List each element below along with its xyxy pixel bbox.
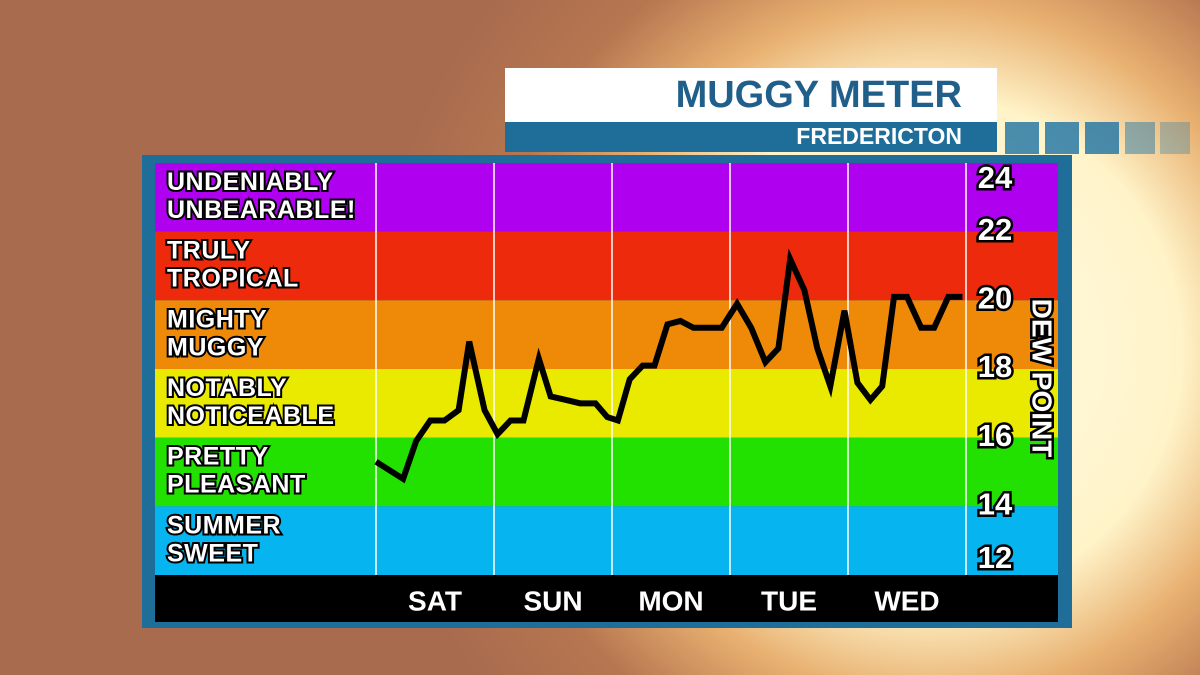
decor-squares: [1005, 122, 1190, 154]
y-axis-label: DEW POINT: [1027, 299, 1058, 458]
band: [155, 300, 1058, 369]
band-label: UNBEARABLE!: [167, 196, 356, 224]
y-tick-label: 18: [978, 349, 1012, 384]
y-tick-label: 24: [978, 160, 1013, 195]
band-label: PRETTY: [167, 443, 269, 471]
y-tick-label: 20: [978, 281, 1012, 316]
band-label: MUGGY: [167, 333, 264, 361]
band-label: TRULY: [167, 237, 251, 265]
band: [155, 369, 1058, 438]
x-tick-label: SAT: [408, 585, 462, 616]
y-tick-label: 16: [978, 418, 1012, 453]
title-box: [505, 68, 997, 124]
band-label: MIGHTY: [167, 305, 267, 333]
y-tick-label: 14: [978, 487, 1013, 522]
day-strip: [155, 575, 1058, 622]
band: [155, 506, 1058, 575]
band-label: PLEASANT: [167, 471, 306, 499]
band-label: UNDENIABLY: [167, 168, 334, 196]
band: [155, 163, 1058, 232]
data-line: [374, 248, 963, 484]
chart-subtitle: FREDERICTON: [796, 123, 962, 149]
band-label: NOTICEABLE: [167, 402, 335, 430]
subtitle-box: [505, 122, 997, 152]
band-label: SUMMER: [167, 511, 281, 539]
y-tick-label: 12: [978, 540, 1012, 575]
band-label: NOTABLY: [167, 374, 287, 402]
y-tick-label: 22: [978, 212, 1012, 247]
band-label: TROPICAL: [167, 265, 299, 293]
x-tick-label: WED: [874, 585, 939, 616]
x-tick-label: SUN: [523, 585, 582, 616]
band: [155, 231, 1058, 301]
band-label: SWEET: [167, 539, 258, 567]
chart-title: MUGGY METER: [676, 74, 962, 116]
band: [155, 437, 1058, 507]
x-tick-label: MON: [638, 585, 703, 616]
x-tick-label: TUE: [761, 585, 817, 616]
